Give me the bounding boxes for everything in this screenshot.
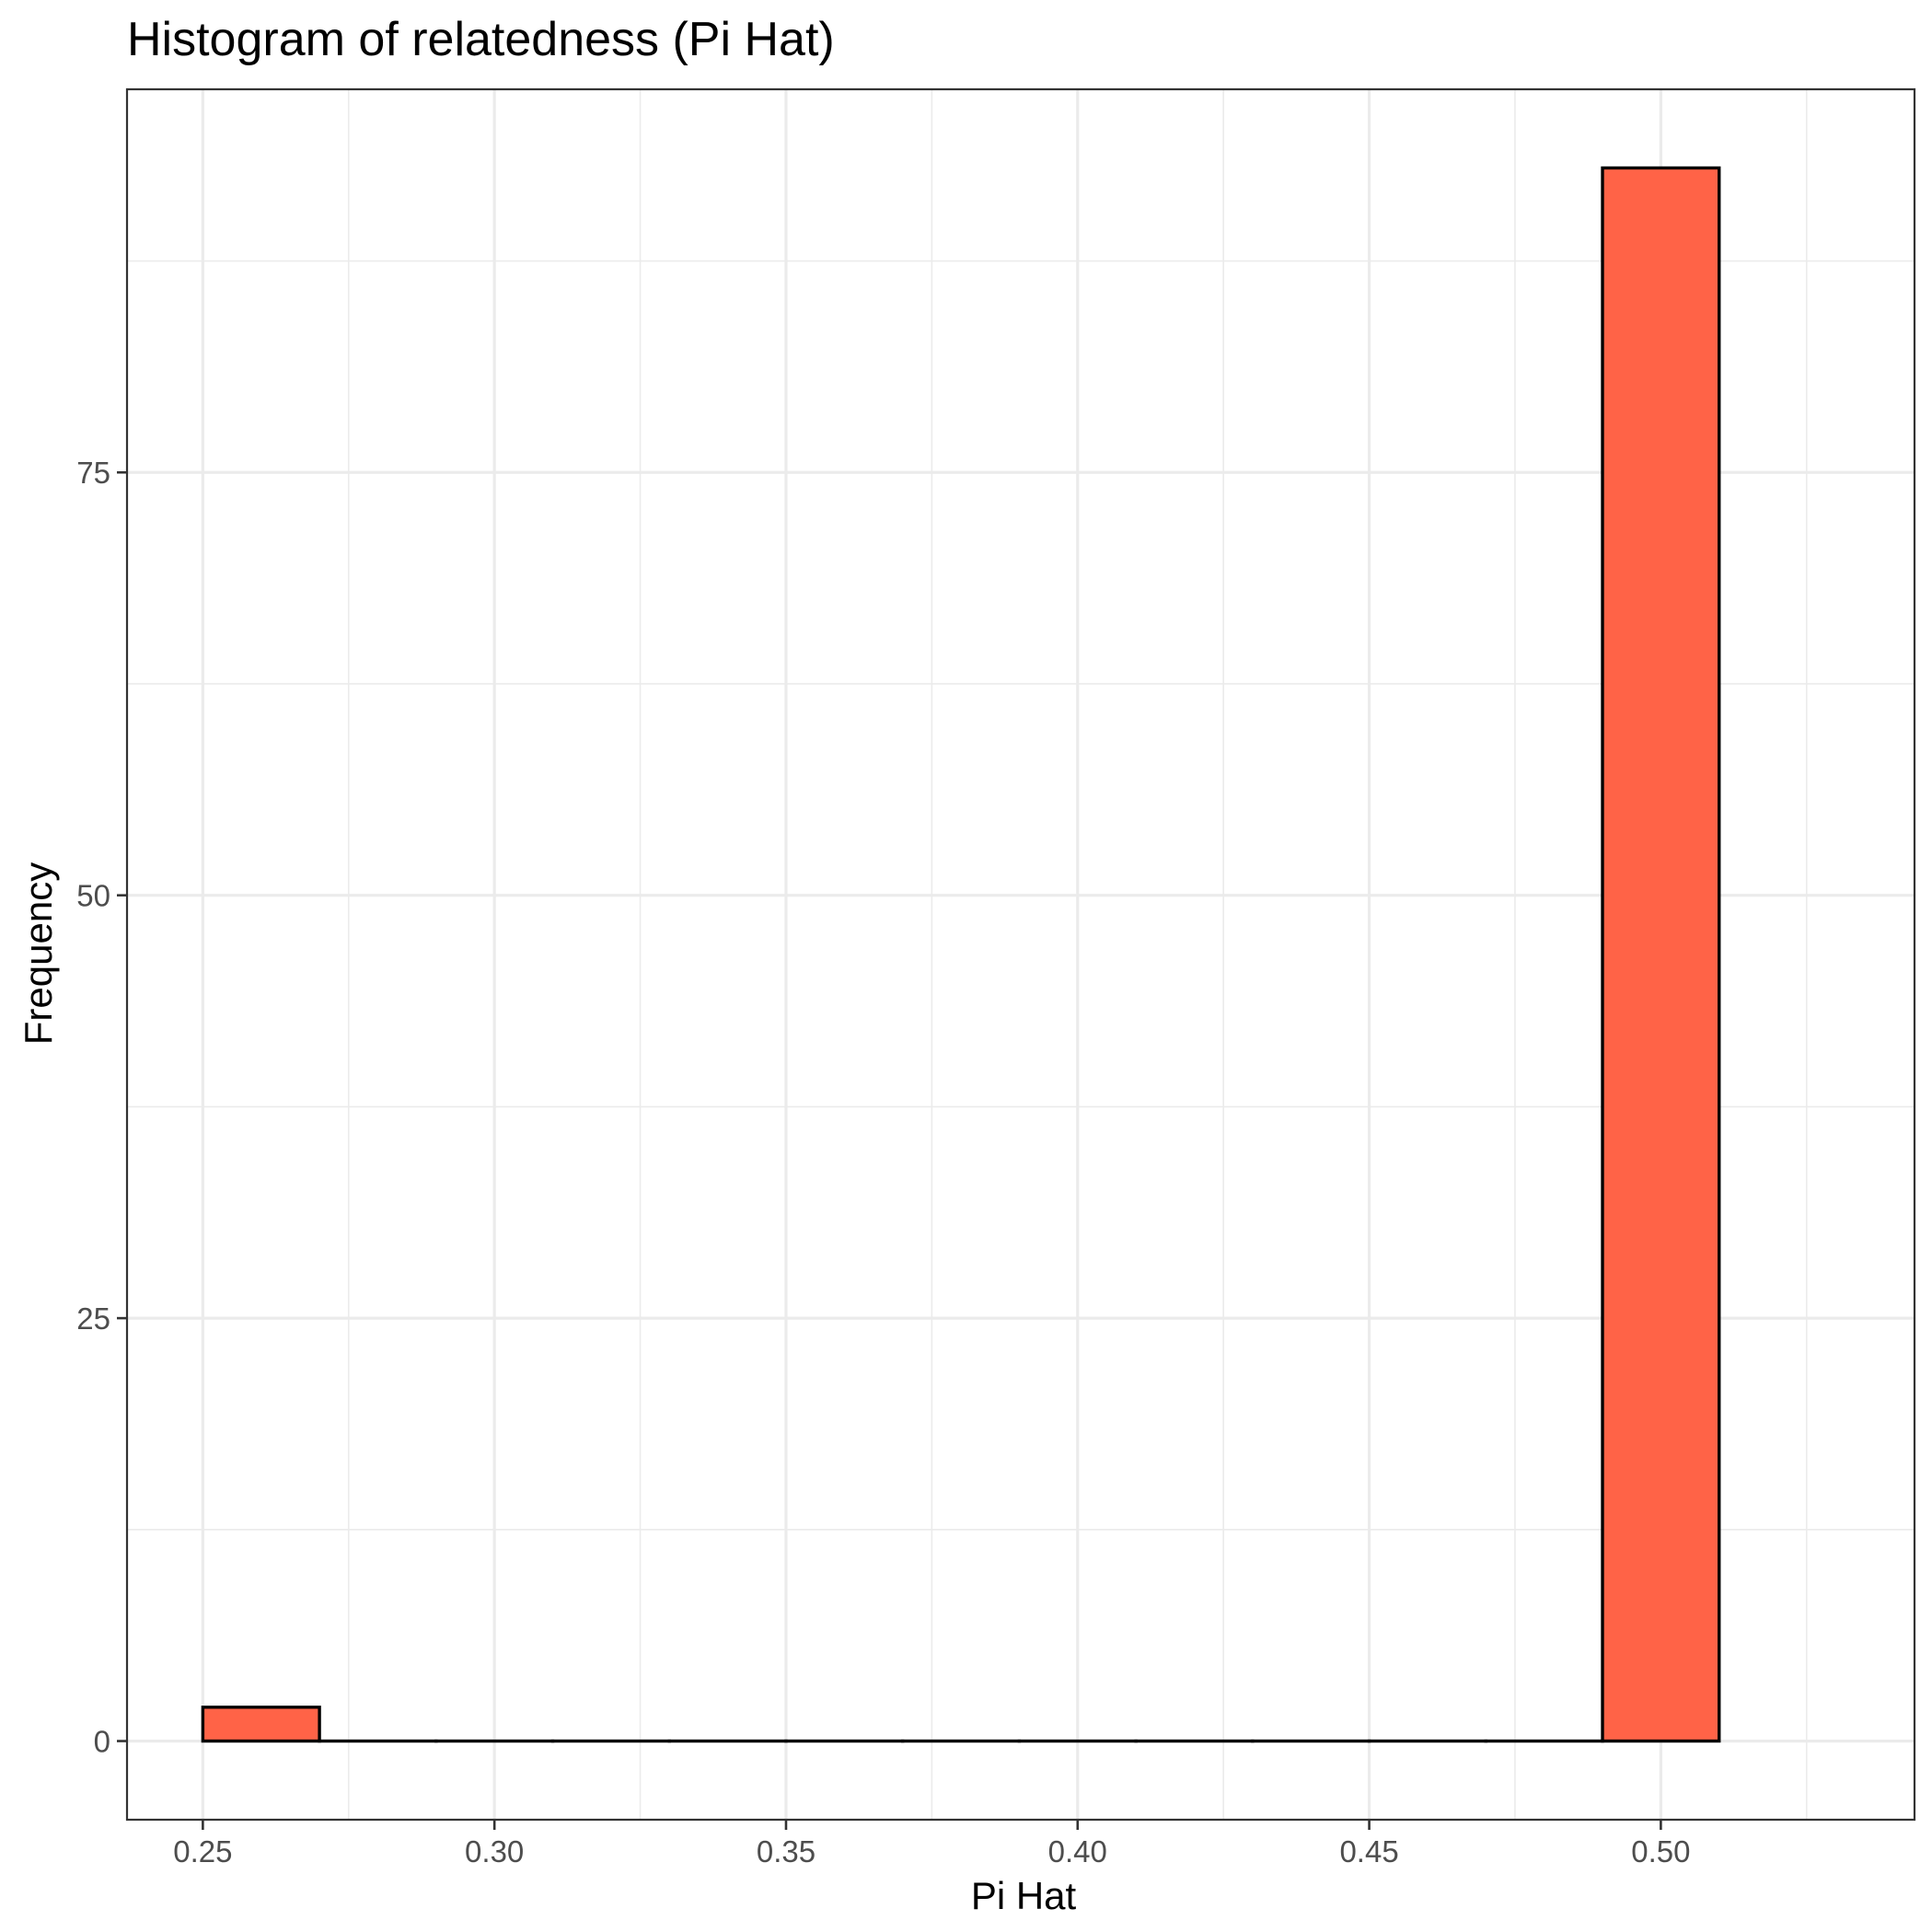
x-tick-label-5: 0.50 [1631, 1834, 1690, 1868]
plot-panel-border [125, 87, 1916, 1822]
x-tick-label-2: 0.35 [757, 1834, 816, 1868]
histogram-bars [201, 166, 1721, 1743]
y-axis-title: Frequency [17, 862, 60, 1045]
x-axis: 0.25 0.30 0.35 0.40 0.45 0.50 [173, 1820, 1690, 1868]
x-axis-title: Pi Hat [971, 1874, 1077, 1917]
y-axis: 0 25 50 75 [76, 456, 127, 1759]
chart-title: Histogram of relatedness (Pi Hat) [127, 13, 835, 66]
histogram-bar-12 [1601, 166, 1721, 1743]
x-tick-label-1: 0.30 [465, 1834, 524, 1868]
y-tick-label-0: 0 [94, 1725, 110, 1759]
y-tick-label-1: 25 [76, 1301, 110, 1336]
y-tick-label-3: 75 [76, 456, 110, 490]
histogram-bar-0 [201, 1706, 321, 1743]
x-tick-label-3: 0.40 [1048, 1834, 1107, 1868]
y-tick-label-2: 50 [76, 879, 110, 913]
x-tick-label-0: 0.25 [173, 1834, 232, 1868]
x-tick-label-4: 0.45 [1339, 1834, 1398, 1868]
